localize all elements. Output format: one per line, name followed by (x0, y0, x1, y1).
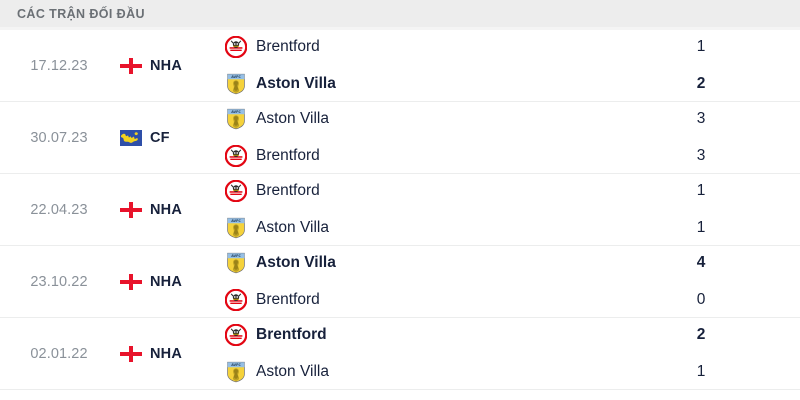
away-score: 1 (696, 219, 706, 236)
aston-villa-crest-icon: AVFC (227, 73, 245, 95)
brentford-crest-icon (225, 36, 247, 58)
away-team-name: Aston Villa (256, 75, 336, 92)
svg-text:AVFC: AVFC (231, 110, 241, 114)
svg-text:AVFC: AVFC (231, 254, 241, 258)
away-score: 1 (696, 363, 706, 380)
match-list: 17.12.23 NHA Brentford AVFC Aston Villa 1 2 30.… (0, 30, 800, 390)
england-flag-icon (120, 345, 142, 362)
teams-cell: Brentford AVFC Aston Villa (223, 36, 650, 95)
brentford-crest-icon (225, 324, 247, 346)
home-score: 1 (696, 182, 706, 199)
competition-code: NHA (150, 57, 183, 74)
competition-cell[interactable]: NHA (118, 273, 223, 290)
home-team-name: Aston Villa (256, 110, 329, 127)
home-team[interactable]: AVFC Aston Villa (225, 108, 650, 130)
teams-cell: Brentford AVFC Aston Villa (223, 180, 650, 239)
away-team-name: Aston Villa (256, 363, 329, 380)
home-score: 1 (696, 38, 706, 55)
home-team[interactable]: Brentford (225, 324, 650, 346)
home-team[interactable]: Brentford (225, 180, 650, 202)
home-team-name: Brentford (256, 326, 327, 343)
competition-cell[interactable]: NHA (118, 345, 223, 362)
match-row[interactable]: 22.04.23 NHA Brentford AVFC Aston Villa 1 1 (0, 174, 800, 246)
home-team-name: Aston Villa (256, 254, 336, 271)
competition-code: CF (150, 129, 170, 146)
aston-villa-crest-icon: AVFC (227, 108, 245, 130)
england-flag-icon (120, 57, 142, 74)
home-score: 3 (696, 110, 706, 127)
home-team[interactable]: Brentford (225, 36, 650, 58)
away-team-name: Aston Villa (256, 219, 329, 236)
match-date: 02.01.22 (30, 345, 88, 362)
brentford-crest-icon (225, 180, 247, 202)
away-team[interactable]: Brentford (225, 145, 650, 167)
away-team[interactable]: Brentford (225, 289, 650, 311)
away-score: 2 (696, 75, 706, 92)
page-title: CÁC TRẬN ĐỐI ĐẦU (17, 6, 145, 21)
away-team[interactable]: AVFC Aston Villa (225, 217, 650, 239)
home-team-name: Brentford (256, 182, 320, 199)
teams-cell: AVFC Aston Villa Brentford (223, 108, 650, 167)
competition-code: NHA (150, 201, 183, 218)
away-team[interactable]: AVFC Aston Villa (225, 361, 650, 383)
brentford-crest-icon (225, 289, 247, 311)
section-header: CÁC TRẬN ĐỐI ĐẦU (0, 0, 800, 30)
competition-cell[interactable]: NHA (118, 57, 223, 74)
competition-cell[interactable]: CF (118, 129, 223, 146)
away-score: 3 (696, 147, 706, 164)
match-date: 17.12.23 (30, 57, 88, 74)
world-map-icon (120, 129, 142, 146)
competition-cell[interactable]: NHA (118, 201, 223, 218)
match-date: 30.07.23 (30, 129, 88, 146)
svg-text:AVFC: AVFC (231, 363, 241, 367)
aston-villa-crest-icon: AVFC (227, 252, 245, 274)
home-team[interactable]: AVFC Aston Villa (225, 252, 650, 274)
england-flag-icon (120, 273, 142, 290)
away-team-name: Brentford (256, 147, 320, 164)
match-row[interactable]: 02.01.22 NHA Brentford AVFC Aston Villa 2 1 (0, 318, 800, 390)
svg-text:AVFC: AVFC (231, 75, 241, 79)
match-row[interactable]: 23.10.22 NHA AVFC Aston Villa Brentford 4 0 (0, 246, 800, 318)
home-score: 4 (696, 254, 706, 271)
home-score: 2 (696, 326, 706, 343)
away-score: 0 (696, 291, 706, 308)
competition-code: NHA (150, 273, 183, 290)
match-row[interactable]: 30.07.23 CF AVFC Aston Villa Brentford 3 3 (0, 102, 800, 174)
aston-villa-crest-icon: AVFC (227, 361, 245, 383)
match-row[interactable]: 17.12.23 NHA Brentford AVFC Aston Villa 1 2 (0, 30, 800, 102)
england-flag-icon (120, 201, 142, 218)
competition-code: NHA (150, 345, 183, 362)
brentford-crest-icon (225, 145, 247, 167)
away-team-name: Brentford (256, 291, 320, 308)
match-date: 22.04.23 (30, 201, 88, 218)
match-date: 23.10.22 (30, 273, 88, 290)
teams-cell: Brentford AVFC Aston Villa (223, 324, 650, 383)
teams-cell: AVFC Aston Villa Brentford (223, 252, 650, 311)
away-team[interactable]: AVFC Aston Villa (225, 73, 650, 95)
home-team-name: Brentford (256, 38, 320, 55)
aston-villa-crest-icon: AVFC (227, 217, 245, 239)
svg-text:AVFC: AVFC (231, 219, 241, 223)
